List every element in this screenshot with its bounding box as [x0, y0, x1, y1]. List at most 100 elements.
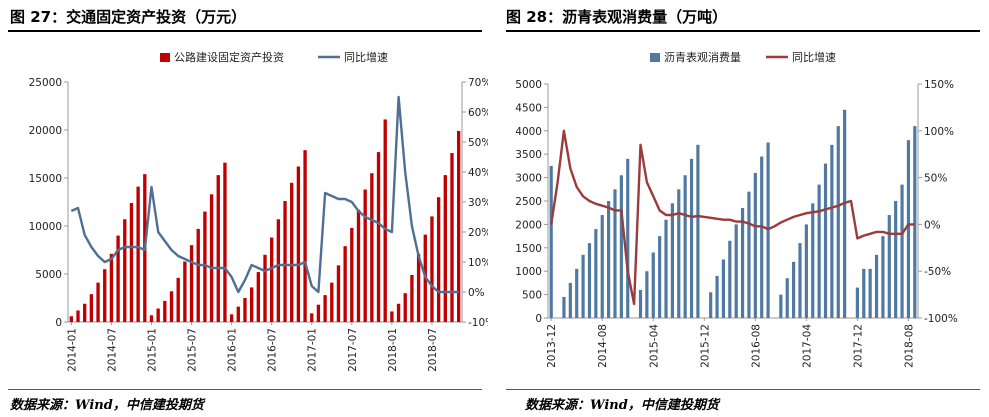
- left-bar: [450, 153, 454, 322]
- right-bar: [747, 191, 751, 318]
- right-left-tick-label: 5000: [515, 79, 542, 91]
- right-x-tick-label: 2013-12: [546, 324, 558, 368]
- left-bar: [196, 228, 200, 322]
- left-x-tick-label: 2018-07: [427, 328, 439, 372]
- right-bar: [913, 126, 917, 319]
- right-bar: [836, 126, 840, 319]
- right-bar: [811, 203, 815, 318]
- left-bar: [290, 182, 294, 322]
- left-legend-bar-label: 公路建设固定资产投资: [174, 50, 284, 64]
- left-bar: [330, 282, 334, 322]
- left-bar: [89, 294, 94, 322]
- left-bar: [96, 282, 100, 322]
- left-bar: [223, 162, 227, 322]
- left-source-rule: [8, 389, 482, 390]
- left-legend: 公路建设固定资产投资 同比增速: [160, 50, 388, 64]
- right-bar: [817, 184, 821, 318]
- right-bar: [689, 158, 694, 318]
- left-chart-title: 图 27：交通固定资产投资（万元）: [10, 8, 247, 26]
- right-bar: [874, 254, 879, 318]
- left-right-tick-label: 10%: [468, 257, 488, 269]
- left-x-tick-label: 2018-01: [387, 328, 399, 372]
- left-bar: [283, 201, 287, 322]
- left-bar: [236, 306, 240, 322]
- left-bar: [176, 277, 180, 322]
- right-bar: [804, 224, 808, 318]
- right-bar: [677, 189, 681, 318]
- right-bar: [562, 296, 566, 318]
- left-bar: [76, 310, 80, 322]
- right-left-tick-label: 2500: [515, 196, 542, 208]
- right-bar: [658, 236, 662, 318]
- right-bar: [581, 254, 585, 318]
- left-bar: [436, 197, 441, 322]
- left-title-rule: [8, 30, 482, 32]
- right-bar: [881, 236, 885, 318]
- left-bar: [229, 314, 234, 322]
- left-x-tick-label: 2015-07: [187, 328, 199, 372]
- left-left-tick-label: 20000: [29, 125, 62, 137]
- left-left-tick-label: 25000: [29, 77, 62, 89]
- left-bar: [249, 287, 254, 322]
- right-right-tick-label: 50%: [924, 173, 947, 185]
- left-bar: [116, 235, 120, 322]
- left-chart: 公路建设固定资产投资 同比增速 0 5000 10000 15000 20000 25000 -…: [29, 50, 488, 372]
- right-bar: [619, 175, 623, 318]
- left-bar: [356, 209, 361, 322]
- right-bar: [709, 292, 713, 318]
- right-bar: [855, 287, 859, 318]
- left-bar: [396, 303, 401, 322]
- right-right-tick-label: -100%: [924, 313, 958, 325]
- left-bar: [189, 245, 194, 322]
- left-right-tick-label: 30%: [468, 197, 488, 209]
- right-right-tick-label: -50%: [924, 266, 951, 278]
- left-left-tick-label: 10000: [29, 221, 62, 233]
- right-bar: [683, 175, 687, 318]
- right-right-tick-label: 150%: [924, 79, 954, 91]
- right-title-rule: [506, 30, 980, 32]
- left-right-tick-label: -10%: [468, 317, 488, 329]
- right-bar: [607, 201, 611, 318]
- right-bar: [664, 219, 668, 318]
- left-bar: [169, 291, 174, 322]
- left-bar: [383, 119, 387, 322]
- right-right-tick-label: 0%: [924, 219, 941, 231]
- right-source-note: 数据来源：Wind，中信建投期货: [525, 398, 719, 413]
- left-bar: [83, 303, 87, 322]
- right-bar: [600, 215, 604, 318]
- right-legend-line-label: 同比增速: [792, 50, 836, 64]
- right-bar: [894, 201, 898, 318]
- left-bar: [310, 313, 314, 322]
- left-right-tick-label: 40%: [468, 167, 488, 179]
- right-bar: [785, 278, 789, 318]
- left-bar: [336, 265, 341, 322]
- right-bar: [734, 224, 738, 318]
- right-bar: [906, 140, 911, 318]
- left-bar: [370, 173, 374, 322]
- left-right-tick-label: 50%: [468, 137, 488, 149]
- right-source-rule: [506, 389, 980, 390]
- left-bar: [123, 219, 127, 322]
- right-bar: [843, 109, 847, 319]
- right-bar: [696, 144, 700, 318]
- left-bar: [323, 295, 327, 322]
- left-right-tick-label: 60%: [468, 107, 488, 119]
- left-bar: [343, 246, 347, 322]
- left-bar: [149, 315, 154, 322]
- left-bar: [263, 254, 267, 322]
- right-x-tick-label: 2017-04: [801, 324, 813, 368]
- left-bar: [456, 130, 461, 322]
- left-left-tick-label: 5000: [35, 269, 62, 281]
- right-x-tick-label: 2016-08: [750, 324, 762, 368]
- left-growth-line: [70, 95, 459, 294]
- right-left-tick-label: 4000: [515, 126, 542, 138]
- right-legend-bar-swatch: [650, 53, 660, 62]
- right-x-tick-label: 2017-12: [852, 324, 864, 368]
- left-bar: [109, 253, 114, 322]
- left-x-tick-label: 2016-01: [227, 328, 239, 372]
- left-bar: [316, 304, 321, 322]
- right-bar: [868, 268, 872, 318]
- right-bar: [887, 215, 891, 318]
- right-bar: [568, 282, 572, 318]
- right-left-tick-label: 1000: [515, 266, 542, 278]
